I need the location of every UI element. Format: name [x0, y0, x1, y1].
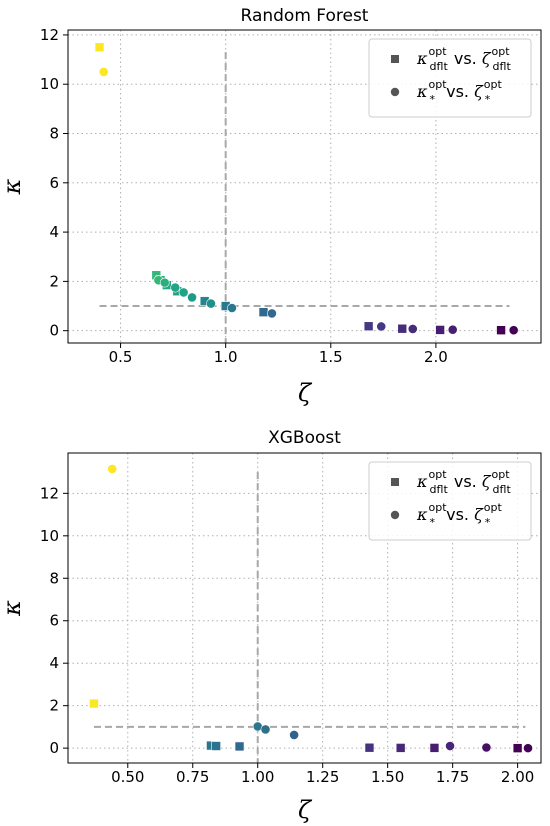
data-point-circle [445, 741, 455, 751]
y-tick-label: 2 [49, 272, 59, 290]
y-tick-label: 2 [49, 697, 59, 715]
y-tick-label: 10 [40, 75, 59, 93]
legend-label-1: κopt dflt vs. ζopt dflt [416, 45, 511, 73]
legend-marker-square [391, 55, 399, 63]
legend-marker-circle [390, 510, 400, 520]
y-tick-label: 0 [49, 322, 59, 340]
data-point-circle [170, 282, 181, 293]
data-point-circle [523, 743, 533, 754]
y-tick-label: 6 [49, 174, 59, 192]
data-point-circle [447, 324, 458, 335]
x-tick-label: 1.75 [436, 768, 469, 786]
data-point-circle [98, 66, 109, 77]
chart-panel-1: Random Forest 0.5 1.0 1.5 2.0 0 2 4 6 8 10 12 ζ κ κopt… [0, 6, 542, 407]
x-tick-label: 1.5 [319, 348, 343, 366]
data-point-circle [206, 298, 216, 309]
legend-box [368, 461, 532, 541]
data-point-circle [267, 308, 277, 319]
chart-title: XGBoost [268, 428, 341, 448]
legend-label-2: κopt * vs. ζopt * [416, 501, 502, 529]
data-point-circle [107, 464, 118, 474]
data-point-circle [260, 724, 271, 735]
x-axis-label: ζ [298, 796, 313, 824]
data-point-square [363, 321, 374, 332]
x-axis-label: ζ [298, 379, 313, 407]
chart-panel-2: XGBoost 0.50 0.75 1.00 1.25 1.50 1.75 2.00 0 2 4 6 8… [0, 428, 542, 824]
x-tick-label: 1.0 [214, 348, 238, 366]
data-point-square [234, 741, 245, 752]
data-point-circle [227, 303, 237, 313]
x-tick-label: 2.00 [501, 768, 534, 786]
data-point-square [258, 307, 269, 317]
data-point-square [512, 743, 523, 753]
y-tick-label: 8 [49, 125, 59, 143]
data-point-square [94, 42, 105, 53]
chart-title: Random Forest [241, 6, 369, 26]
data-point-circle [407, 324, 418, 334]
x-tick-label: 2.0 [424, 348, 448, 366]
plot-frame [67, 29, 542, 344]
y-tick-label: 12 [40, 26, 59, 44]
data-point-square [496, 325, 506, 335]
legend-marker-square [391, 478, 399, 486]
data-point-circle [187, 292, 197, 303]
legend-label-1: κopt dflt vs. ζopt dflt [416, 468, 511, 496]
data-point-circle [178, 287, 189, 298]
legend: κopt dflt vs. ζopt dflt κopt * vs. ζopt * [368, 461, 532, 541]
legend: κopt dflt vs. ζopt dflt κopt * vs. ζopt * [368, 38, 532, 118]
data-point-square [211, 741, 221, 751]
data-point-square [397, 323, 408, 334]
x-tick-label: 0.5 [109, 348, 133, 366]
y-tick-label: 8 [49, 569, 59, 587]
x-tick-label: 0.75 [176, 768, 209, 786]
x-tick-label: 1.25 [306, 768, 339, 786]
data-point-square [89, 698, 99, 709]
y-tick-label: 0 [49, 739, 59, 757]
plot-frame [67, 452, 542, 764]
x-tick-label: 1.50 [371, 768, 404, 786]
data-point-circle [481, 742, 492, 753]
legend-label-2: κopt * vs. ζopt * [416, 78, 502, 106]
data-point-square [429, 743, 440, 753]
y-tick-label: 12 [40, 484, 59, 502]
legend-box [368, 38, 532, 118]
y-tick-label: 4 [49, 654, 59, 672]
data-point-square [435, 325, 445, 335]
y-axis-label: κ [0, 600, 26, 617]
data-point-circle [159, 277, 170, 288]
x-tick-label: 0.50 [111, 768, 144, 786]
data-point-circle [508, 325, 519, 336]
legend-marker-circle [390, 87, 400, 97]
data-point-circle [289, 730, 300, 740]
data-point-square [395, 743, 406, 753]
y-tick-label: 4 [49, 223, 59, 241]
y-axis-label: κ [0, 178, 26, 195]
y-tick-label: 6 [49, 612, 59, 630]
y-tick-label: 10 [40, 527, 59, 545]
data-point-circle [376, 321, 387, 332]
x-tick-label: 1.00 [241, 768, 274, 786]
data-point-square [364, 742, 375, 753]
